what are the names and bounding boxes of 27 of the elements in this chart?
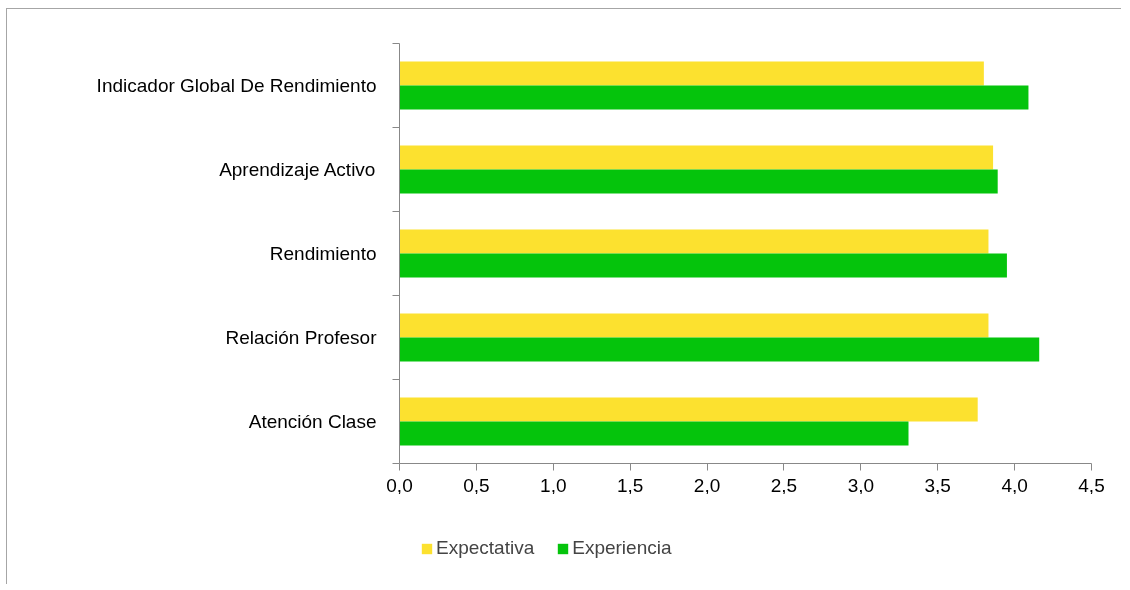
bar: [399, 145, 994, 170]
x-tick-label: 1,5: [616, 474, 644, 496]
x-tick-label: 1,0: [540, 474, 567, 496]
x-tick-label: 2,0: [693, 474, 721, 496]
bar: [399, 421, 909, 446]
bar: [399, 253, 1007, 278]
bar: [399, 313, 989, 338]
x-tick-label: 0,0: [386, 474, 413, 496]
x-tick-label: 0,5: [463, 474, 490, 496]
bar: [399, 397, 978, 422]
bar: [399, 61, 984, 86]
bar: [399, 169, 998, 194]
y-tick-label: Indicador Global De Rendimiento: [96, 75, 377, 96]
y-tick-label: Atención Clase: [248, 411, 377, 432]
x-tick-label: 3,0: [847, 474, 875, 496]
legend-label: Experiencia: [572, 537, 672, 559]
x-tick-label: 4,5: [1078, 474, 1105, 496]
bar: [399, 85, 1029, 110]
legend-label: Expectativa: [436, 537, 535, 559]
x-tick-label: 3,5: [924, 474, 951, 496]
bar: [399, 337, 1040, 362]
y-tick-label: Relación Profesor: [225, 327, 378, 348]
x-tick-label: 2,5: [770, 474, 798, 496]
y-tick-label: Aprendizaje Activo: [219, 159, 376, 180]
x-tick-label: 4,0: [1001, 474, 1028, 496]
bar: [399, 229, 989, 254]
y-tick-label: Rendimiento: [269, 243, 377, 264]
